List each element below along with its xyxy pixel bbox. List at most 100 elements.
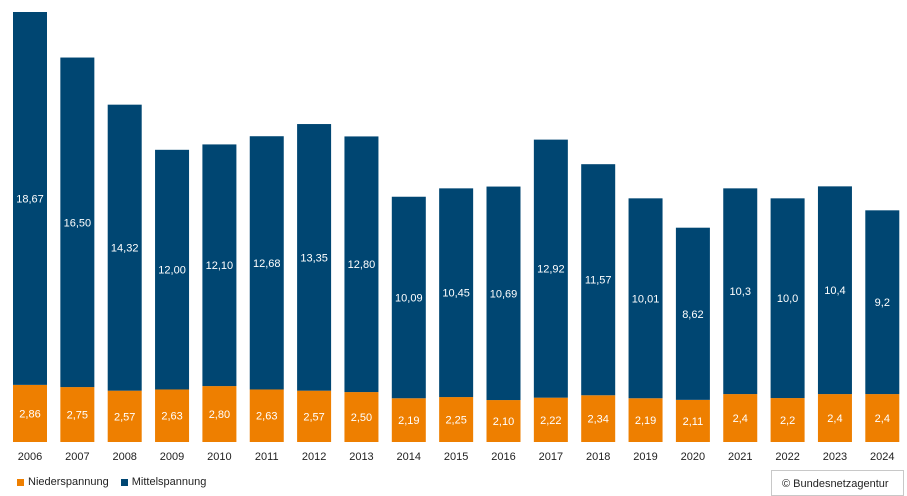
data-label-mittelspannung-2021: 10,3 bbox=[730, 286, 751, 298]
x-tick-label-2014: 2014 bbox=[397, 451, 421, 463]
bar-niederspannung-2010 bbox=[202, 386, 237, 442]
data-label-mittelspannung-2006: 18,67 bbox=[16, 193, 44, 205]
bar-niederspannung-2021 bbox=[723, 394, 758, 442]
data-label-mittelspannung-2012: 13,35 bbox=[300, 252, 328, 264]
data-label-niederspannung-2011: 2,63 bbox=[256, 411, 277, 423]
bar-mittelspannung-2009 bbox=[155, 149, 190, 390]
x-tick-label-2023: 2023 bbox=[823, 451, 847, 463]
bar-niederspannung-2008 bbox=[107, 390, 142, 442]
legend-label-mittelspannung: Mittelspannung bbox=[131, 476, 207, 488]
data-label-niederspannung-2021: 2,4 bbox=[733, 413, 748, 425]
data-label-niederspannung-2020: 2,11 bbox=[683, 416, 704, 428]
x-tick-label-2013: 2013 bbox=[349, 451, 373, 463]
data-label-mittelspannung-2009: 12,00 bbox=[158, 265, 186, 277]
data-label-niederspannung-2007: 2,75 bbox=[67, 410, 88, 422]
x-tick-label-2017: 2017 bbox=[539, 451, 563, 463]
bar-niederspannung-2007 bbox=[60, 387, 95, 442]
data-label-mittelspannung-2015: 10,45 bbox=[442, 288, 470, 300]
bar-mittelspannung-2022 bbox=[770, 198, 805, 399]
x-tick-label-2021: 2021 bbox=[728, 451, 752, 463]
data-label-niederspannung-2024: 2,4 bbox=[875, 413, 890, 425]
data-label-mittelspannung-2014: 10,09 bbox=[395, 293, 423, 305]
bar-niederspannung-2016 bbox=[486, 400, 521, 442]
data-label-niederspannung-2006: 2,86 bbox=[19, 408, 40, 420]
legend: Niederspannung Mittelspannung bbox=[17, 476, 206, 488]
bar-mittelspannung-2021 bbox=[723, 188, 758, 395]
bar-mittelspannung-2023 bbox=[817, 186, 852, 395]
data-label-niederspannung-2013: 2,50 bbox=[351, 412, 372, 424]
bar-niederspannung-2011 bbox=[249, 389, 284, 442]
x-tick-label-2006: 2006 bbox=[18, 451, 42, 463]
x-tick-label-2018: 2018 bbox=[586, 451, 610, 463]
data-label-mittelspannung-2007: 16,50 bbox=[64, 217, 92, 229]
bar-niederspannung-2006 bbox=[13, 384, 47, 442]
bar-mittelspannung-2010 bbox=[202, 144, 237, 387]
bar-mittelspannung-2006 bbox=[13, 12, 47, 385]
bar-niederspannung-2009 bbox=[155, 389, 190, 442]
x-tick-label-2015: 2015 bbox=[444, 451, 468, 463]
legend-label-niederspannung: Niederspannung bbox=[28, 476, 109, 488]
data-label-mittelspannung-2019: 10,01 bbox=[632, 293, 660, 305]
data-label-mittelspannung-2020: 8,62 bbox=[682, 309, 703, 321]
bar-niederspannung-2018 bbox=[581, 395, 616, 442]
data-label-niederspannung-2009: 2,63 bbox=[161, 411, 182, 423]
bar-niederspannung-2023 bbox=[817, 394, 852, 442]
x-tick-label-2020: 2020 bbox=[681, 451, 705, 463]
bar-mittelspannung-2014 bbox=[391, 196, 426, 399]
data-label-niederspannung-2012: 2,57 bbox=[303, 411, 324, 423]
data-label-niederspannung-2008: 2,57 bbox=[114, 411, 135, 423]
data-label-mittelspannung-2023: 10,4 bbox=[824, 285, 845, 297]
bar-mittelspannung-2007 bbox=[60, 57, 95, 388]
x-tick-label-2010: 2010 bbox=[207, 451, 231, 463]
data-label-mittelspannung-2018: 11,57 bbox=[585, 275, 612, 287]
data-label-mittelspannung-2024: 9,2 bbox=[875, 297, 890, 309]
x-tick-label-2016: 2016 bbox=[491, 451, 515, 463]
data-label-mittelspannung-2013: 12,80 bbox=[348, 259, 376, 271]
data-label-niederspannung-2022: 2,2 bbox=[780, 415, 795, 427]
copyright-credit: © Bundesnetzagentur bbox=[771, 470, 904, 496]
bar-niederspannung-2017 bbox=[533, 397, 568, 442]
bar-mittelspannung-2020 bbox=[675, 227, 710, 400]
data-label-mittelspannung-2010: 12,10 bbox=[206, 260, 234, 272]
x-tick-label-2008: 2008 bbox=[112, 451, 136, 463]
legend-item-mittelspannung: Mittelspannung bbox=[120, 476, 207, 488]
bar-mittelspannung-2024 bbox=[865, 210, 900, 395]
bar-niederspannung-2012 bbox=[297, 390, 332, 442]
x-tick-label-2019: 2019 bbox=[633, 451, 657, 463]
bar-mittelspannung-2016 bbox=[486, 186, 521, 401]
bar-niederspannung-2022 bbox=[770, 398, 805, 442]
bar-mittelspannung-2017 bbox=[533, 139, 568, 398]
x-tick-label-2007: 2007 bbox=[65, 451, 89, 463]
data-label-mittelspannung-2011: 12,68 bbox=[253, 258, 281, 270]
data-label-niederspannung-2014: 2,19 bbox=[398, 415, 419, 427]
legend-swatch-niederspannung bbox=[17, 478, 24, 486]
bar-mittelspannung-2019 bbox=[628, 198, 663, 399]
data-label-mittelspannung-2008: 14,32 bbox=[111, 243, 139, 255]
data-label-niederspannung-2018: 2,34 bbox=[587, 414, 608, 426]
data-label-niederspannung-2017: 2,22 bbox=[540, 415, 561, 427]
bar-mittelspannung-2015 bbox=[439, 188, 474, 398]
data-label-mittelspannung-2022: 10,0 bbox=[777, 293, 798, 305]
x-tick-label-2012: 2012 bbox=[302, 451, 326, 463]
data-label-niederspannung-2016: 2,10 bbox=[493, 416, 514, 428]
legend-swatch-mittelspannung bbox=[120, 478, 128, 486]
bar-mittelspannung-2013 bbox=[344, 136, 379, 393]
data-label-mittelspannung-2016: 10,69 bbox=[490, 288, 518, 300]
stacked-bar-chart: 2,86 18,67 2,75 16,50 2,57 14,32 2,63 12,00 2,80… bbox=[13, 12, 900, 463]
x-tick-label-2009: 2009 bbox=[160, 451, 184, 463]
x-tick-label-2024: 2024 bbox=[870, 451, 894, 463]
data-label-mittelspannung-2017: 12,92 bbox=[537, 264, 565, 276]
bar-niederspannung-2013 bbox=[344, 392, 379, 442]
data-label-niederspannung-2010: 2,80 bbox=[209, 409, 230, 421]
data-label-niederspannung-2019: 2,19 bbox=[635, 415, 656, 427]
bar-mittelspannung-2018 bbox=[581, 164, 616, 396]
bar-mittelspannung-2008 bbox=[107, 104, 142, 391]
bar-niederspannung-2014 bbox=[391, 398, 426, 442]
data-label-niederspannung-2023: 2,4 bbox=[827, 413, 842, 425]
bar-niederspannung-2020 bbox=[675, 399, 710, 442]
bar-mittelspannung-2011 bbox=[249, 136, 284, 390]
bar-mittelspannung-2012 bbox=[297, 124, 332, 391]
x-tick-label-2011: 2011 bbox=[255, 451, 279, 463]
bars-group: 2,86 18,67 2,75 16,50 2,57 14,32 2,63 12,00 2,80… bbox=[13, 12, 900, 442]
bar-niederspannung-2024 bbox=[865, 394, 900, 442]
